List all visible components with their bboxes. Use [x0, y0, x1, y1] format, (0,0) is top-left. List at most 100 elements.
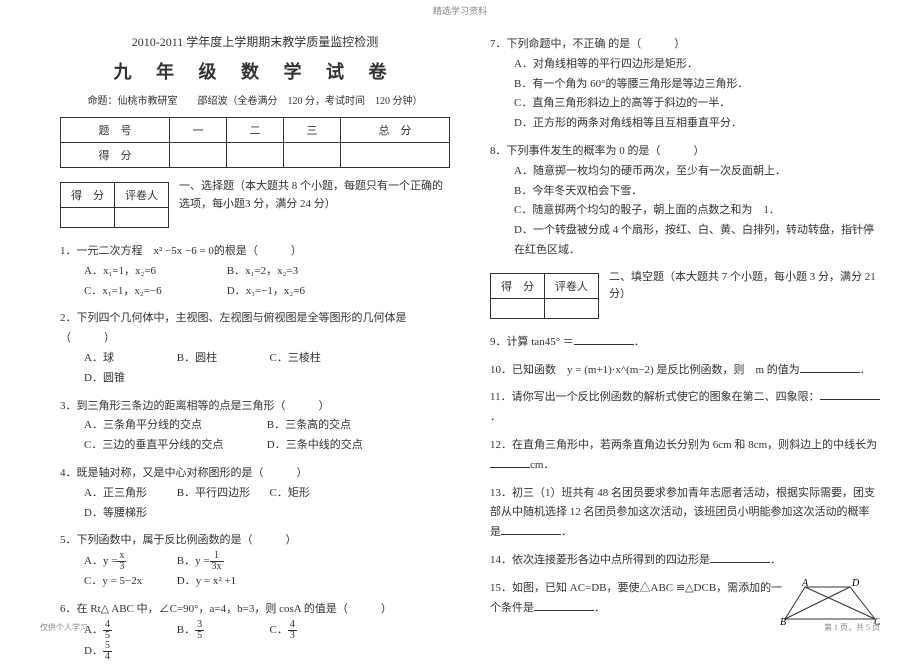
q5-stem: 5．下列函数中，属于反比例函数的是（ ） [60, 531, 450, 551]
small-score-blank [491, 298, 545, 318]
question-9: 9．计算 tan45° ＝ ． [490, 333, 880, 353]
small-score-b: 评卷人 [115, 183, 169, 208]
small-score-b2: 评卷人 [545, 273, 599, 298]
q6-stem: 6．在 Rt△ ABC 中，∠C=90°，a=4，b=3，则 cosA 的值是（… [60, 600, 450, 620]
q2-opt-b: B．圆柱 [177, 349, 267, 369]
question-15: 15．如图，已知 AC=DB，要使△ABC ≌△DCB，需添加的一个条件是． A… [490, 579, 880, 619]
small-score-table-1: 得 分评卷人 [60, 182, 169, 228]
question-4: 4．既是轴对称，又是中心对称图形的是（ ） A．正三角形 B．平行四边形 C．矩… [60, 464, 450, 523]
q1-stem: 1．一元二次方程 x² −5x −6 = 0的根是（ ） [60, 242, 450, 262]
q5b-pre: B．y = [177, 555, 210, 567]
q2-opt-a: A．球 [84, 349, 174, 369]
q7-opt-d: D．正方形的两条对角线相等且互相垂直平分． [514, 114, 880, 134]
q6d-n: 5 [103, 641, 112, 652]
q4-stem: 4．既是轴对称，又是中心对称图形的是（ ） [60, 464, 450, 484]
score-header-2: 二 [227, 118, 284, 143]
page-columns: 2010-2011 学年度上学期期末教学质量监控检测 九 年 级 数 学 试 卷… [0, 17, 920, 670]
q10-blank [800, 361, 860, 373]
q1-opt-a: A．x₁=1，x₂=6 [84, 262, 224, 282]
question-7: 7．下列命题中，不正确 的是（ ） A．对角线相等的平行四边形是矩形． B．有一… [490, 35, 880, 134]
q3-stem: 3．到三角形三条边的距离相等的点是三角形（ ） [60, 397, 450, 417]
q9-stem: 9．计算 tan45° ＝ [490, 336, 574, 348]
q5a-d: 3 [117, 562, 126, 572]
q10-stem: 10．已知函数 y = (m+1)·x^(m−2) 是反比例函数，则 m 的值为 [490, 364, 800, 376]
label-D: D [851, 579, 860, 589]
question-1: 1．一元二次方程 x² −5x −6 = 0的根是（ ） A．x₁=1，x₂=6… [60, 242, 450, 301]
q5a-pre: A．y = [84, 555, 117, 567]
q15-blank [534, 599, 594, 611]
score-blank [227, 143, 284, 168]
q15-end: ． [594, 602, 605, 614]
q3-opt-b: B．三条高的交点 [267, 416, 357, 436]
q5-opt-c: C．y = 5−2x [84, 572, 174, 592]
q6-opt-d: D．54 [84, 641, 174, 662]
q11-end: ． [490, 411, 501, 423]
score-blank [283, 143, 340, 168]
question-12: 12．在直角三角形中，若两条直角边长分别为 6cm 和 8cm，则斜边上的中线长… [490, 436, 880, 476]
section1-row: 得 分评卷人 一、选择题（本大题共 8 个小题，每题只有一个正确的选项，每小题3… [60, 178, 450, 232]
q6d-pre: D． [84, 645, 103, 657]
q14-end: ． [770, 554, 781, 566]
page-footer: 仅供个人学习 第 1 页，共 5 页 [0, 622, 920, 633]
q5-opt-a: A．y =x3 [84, 551, 174, 572]
q1-opt-b: B．x₁=2，x₂=3 [227, 262, 317, 282]
score-header-0: 题 号 [61, 118, 170, 143]
watermark-header: 精选学习资料 [0, 0, 920, 17]
small-score-blank [545, 298, 599, 318]
score-header-1: 一 [170, 118, 227, 143]
question-5: 5．下列函数中，属于反比例函数的是（ ） A．y =x3 B．y =13x C．… [60, 531, 450, 592]
q5-opt-d: D．y = x² +1 [177, 572, 267, 592]
question-14: 14．依次连接菱形各边中点所得到的四边形是 ． [490, 551, 880, 571]
q8-opt-d: D．一个转盘被分成 4 个扇形，按红、白、黄、白排列，转动转盘，指针停在红色区域… [514, 221, 880, 261]
small-score-table-2: 得 分评卷人 [490, 273, 599, 319]
footer-right: 第 1 页，共 5 页 [824, 622, 880, 633]
q3-opt-a: A．三条角平分线的交点 [84, 416, 264, 436]
section2-row: 得 分评卷人 二、填空题（本大题共 7 个小题，每小题 3 分，满分 21 分） [490, 269, 880, 323]
q7-opt-a: A．对角线相等的平行四边形是矩形． [514, 55, 880, 75]
footer-left: 仅供个人学习 [40, 622, 88, 633]
small-score-blank [61, 208, 115, 228]
q8-opt-c: C．随意掷两个均匀的骰子，朝上面的点数之和为 1． [514, 201, 880, 221]
q3-opt-d: D．三条中线的交点 [267, 436, 363, 456]
q13-end: ． [561, 526, 572, 538]
q13-blank [501, 523, 561, 535]
q7-stem: 7．下列命题中，不正确 的是（ ） [490, 35, 880, 55]
q1-opt-d: D．x₁=−1，x₂=6 [227, 282, 317, 302]
q2-stem: 2．下列四个几何体中，主视图、左视图与俯视图是全等图形的几何体是（ ） [60, 309, 450, 349]
section2-head: 二、填空题 [609, 271, 664, 283]
q2-opt-c: C．三棱柱 [270, 349, 360, 369]
q2-opt-d: D．圆锥 [84, 369, 174, 389]
question-2: 2．下列四个几何体中，主视图、左视图与俯视图是全等图形的几何体是（ ） A．球 … [60, 309, 450, 388]
score-header-4: 总 分 [340, 118, 449, 143]
q6d-d: 4 [103, 652, 112, 662]
section1-text: 一、选择题（本大题共 8 个小题，每题只有一个正确的选项，每小题3 分，满分 2… [169, 178, 450, 213]
right-column: 7．下列命题中，不正确 的是（ ） A．对角线相等的平行四边形是矩形． B．有一… [470, 27, 900, 670]
q9-blank [574, 333, 634, 345]
question-10: 10．已知函数 y = (m+1)·x^(m−2) 是反比例函数，则 m 的值为… [490, 361, 880, 381]
section1-head: 一、选择题 [179, 180, 234, 192]
q10-end: ． [860, 364, 871, 376]
score-header-3: 三 [283, 118, 340, 143]
q9-end: ． [634, 336, 645, 348]
q14-stem: 14．依次连接菱形各边中点所得到的四边形是 [490, 554, 710, 566]
question-8: 8．下列事件发生的概率为 0 的是（ ） A．随意掷一枚均匀的硬币两次，至少有一… [490, 142, 880, 261]
q12-blank [490, 456, 530, 468]
q1-opt-c: C．x₁=1，x₂=−6 [84, 282, 224, 302]
title-line-1: 2010-2011 学年度上学期期末教学质量监控检测 [60, 33, 450, 50]
q12-stem: 12．在直角三角形中，若两条直角边长分别为 6cm 和 8cm，则斜边上的中线长… [490, 439, 877, 451]
title-line-2: 九 年 级 数 学 试 卷 [60, 58, 450, 84]
q5b-d: 3x [210, 562, 224, 572]
question-13: 13．初三（1）班共有 48 名团员要求参加青年志愿者活动，根据实际需要，团支部… [490, 484, 880, 543]
score-blank [340, 143, 449, 168]
score-blank [170, 143, 227, 168]
question-3: 3．到三角形三条边的距离相等的点是三角形（ ） A．三条角平分线的交点 B．三条… [60, 397, 450, 456]
title-line-3: 命题：仙桃市教研室 邵绍波（全卷满分 120 分，考试时间 120 分钟） [60, 92, 450, 107]
q7-opt-c: C．直角三角形斜边上的高等于斜边的一半． [514, 94, 880, 114]
q5-opt-b: B．y =13x [177, 551, 267, 572]
q4-opt-a: A．正三角形 [84, 484, 174, 504]
left-column: 2010-2011 学年度上学期期末教学质量监控检测 九 年 级 数 学 试 卷… [40, 27, 470, 670]
q7-opt-b: B．有一个角为 60°的等腰三角形是等边三角形． [514, 75, 880, 95]
q8-stem: 8．下列事件发生的概率为 0 的是（ ） [490, 142, 880, 162]
q12-end: cm． [530, 459, 554, 471]
score-row2: 得 分 [61, 143, 170, 168]
